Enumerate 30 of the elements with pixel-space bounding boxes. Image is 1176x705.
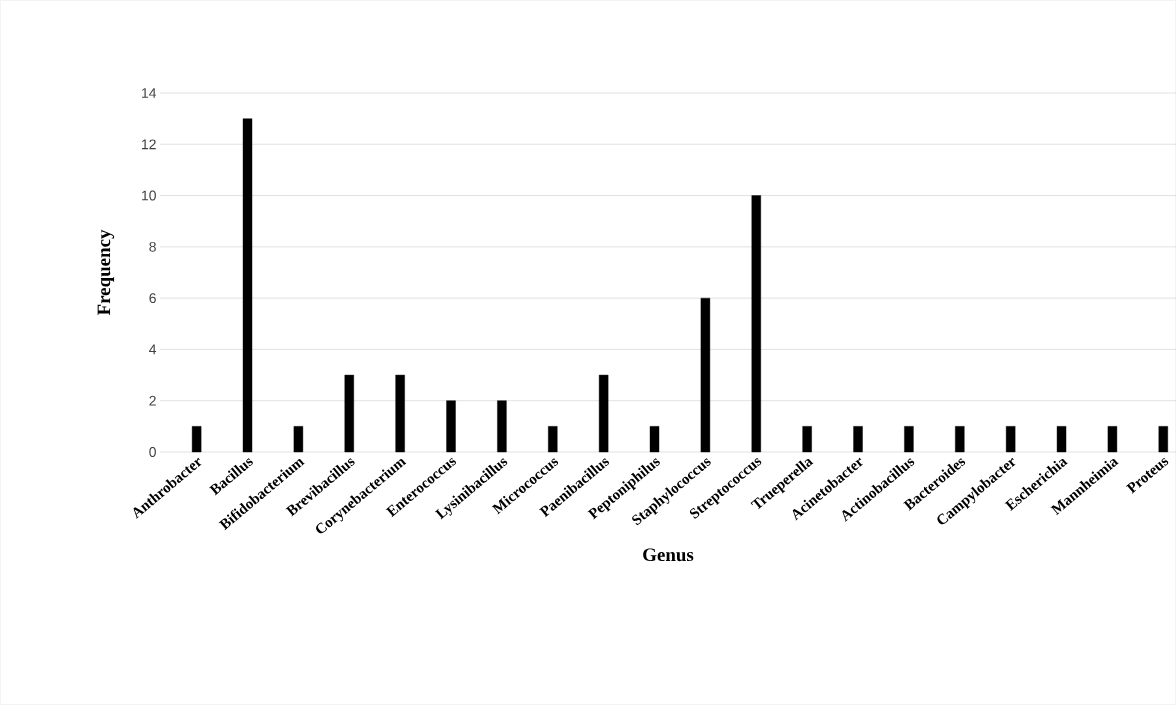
y-tick-label: 8 xyxy=(149,241,156,252)
bar xyxy=(446,400,456,453)
bar xyxy=(1158,426,1168,453)
bar xyxy=(242,118,253,453)
bar xyxy=(497,400,507,453)
bar xyxy=(802,426,812,453)
y-tick-label: 14 xyxy=(142,88,157,98)
x-axis-title: Genus xyxy=(643,548,694,562)
y-tick-label: 2 xyxy=(149,395,156,406)
bar xyxy=(344,374,354,453)
y-tick-label: 10 xyxy=(142,190,156,201)
bar xyxy=(293,426,304,453)
bar xyxy=(751,195,761,453)
bar xyxy=(904,426,914,453)
bar xyxy=(1005,426,1016,453)
y-tick-label: 4 xyxy=(149,344,157,355)
bar xyxy=(598,374,609,453)
y-tick-label: 0 xyxy=(149,447,156,457)
y-tick-label: 6 xyxy=(149,293,156,304)
y-tick-label: 12 xyxy=(142,139,156,150)
bar xyxy=(853,426,863,453)
y-axis-title: Frequency xyxy=(97,229,115,316)
bar xyxy=(1056,426,1067,453)
bar xyxy=(955,426,965,453)
bar xyxy=(1107,426,1118,453)
bar xyxy=(191,426,202,453)
bar xyxy=(649,426,660,453)
bar xyxy=(700,297,711,453)
bar xyxy=(395,374,405,453)
bar xyxy=(548,426,558,453)
